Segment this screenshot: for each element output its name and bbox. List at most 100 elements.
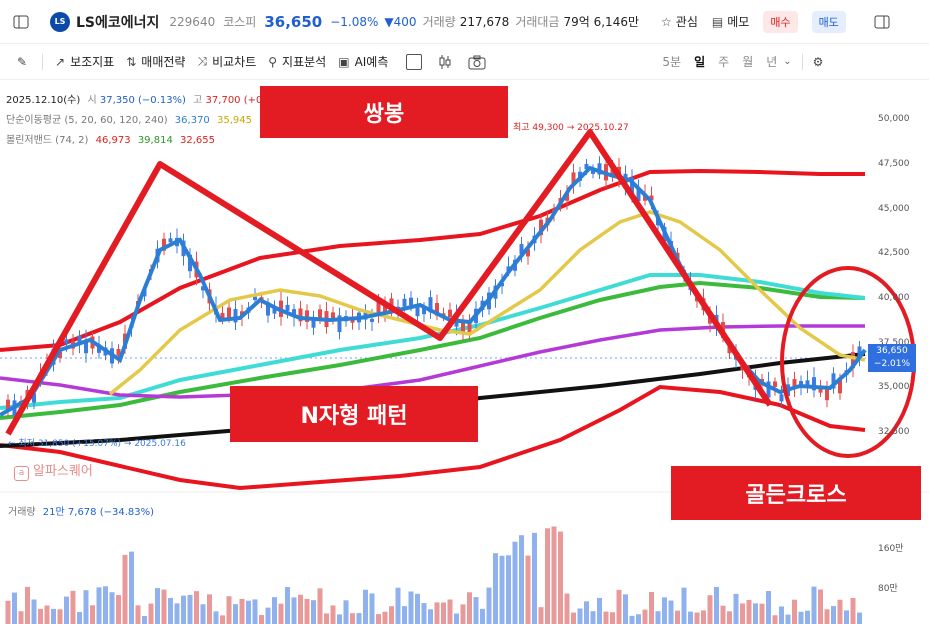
candle-body: [370, 318, 374, 322]
candle-body: [773, 381, 777, 387]
period-year[interactable]: 년: [766, 55, 778, 69]
analysis-button[interactable]: ⚲ 지표분석: [268, 53, 326, 70]
price-tag-percent: −2.01%: [873, 359, 911, 369]
company-logo: LS: [50, 11, 70, 32]
volume-bar: [356, 613, 362, 624]
candle-body: [331, 312, 335, 321]
volume-bar: [623, 594, 628, 624]
pencil-icon[interactable]: ✎: [16, 54, 28, 69]
volume-bar: [616, 589, 622, 624]
candle-body: [825, 387, 829, 401]
panel-toggle-icon[interactable]: [874, 14, 890, 30]
candle-body: [272, 307, 277, 314]
volume-bar: [668, 600, 674, 624]
strategy-button[interactable]: ⇅ 매매전략: [126, 53, 185, 70]
stock-code: 229640: [169, 14, 216, 29]
ma-legend[interactable]: 단순이동평균 (5, 20, 60, 120, 240) 36,370 35,9…: [6, 111, 252, 126]
candle-body: [448, 309, 452, 318]
volume-bar: [421, 603, 427, 624]
bb-legend[interactable]: 볼린저밴드 (74, 2) 46,973 39,814 32,655: [6, 131, 215, 146]
amount-value: 79억 6,146만: [563, 15, 640, 29]
volume-bar: [597, 597, 602, 624]
chevron-down-icon[interactable]: ⌄: [783, 56, 792, 67]
candle-body: [526, 249, 530, 257]
ma-label: 단순이동평균 (5, 20, 60, 120, 240): [6, 115, 168, 126]
volume-bar: [460, 604, 466, 624]
buy-button[interactable]: 매수: [763, 10, 798, 33]
ssangbong-annotation: 쌍봉: [260, 86, 508, 138]
price-tick: 50,000: [878, 114, 910, 124]
volume-bar: [538, 607, 544, 624]
volume-bar: [603, 611, 609, 624]
sidebar-toggle-icon[interactable]: [12, 14, 30, 30]
volume-bar: [18, 611, 24, 624]
volume-bar: [337, 614, 342, 624]
amount-label: 거래대금: [515, 15, 560, 29]
volume-bar: [103, 586, 108, 624]
compare-icon: ⤨: [197, 54, 208, 68]
divider: [42, 53, 43, 70]
volume-bar: [499, 555, 505, 624]
ma120-line: [0, 280, 866, 420]
period-month[interactable]: 월: [742, 55, 754, 69]
volume-bar: [746, 599, 752, 624]
analysis-label: 지표분석: [282, 55, 327, 69]
candle-body: [636, 189, 641, 202]
volume-bar: [844, 610, 849, 624]
volume-bar: [811, 586, 817, 624]
candle-body: [220, 312, 225, 319]
candle-body: [233, 309, 238, 323]
volume-bar: [376, 614, 381, 624]
volume-bar: [311, 600, 316, 624]
volume-bar: [512, 541, 518, 624]
price-tick: 40,000: [878, 293, 910, 303]
volume-bar: [83, 590, 89, 624]
gear-icon[interactable]: ⚙: [812, 54, 824, 69]
legend-date: 2025.12.10(수): [6, 95, 81, 106]
high-value: 37,700 (+0.: [205, 95, 266, 106]
square-icon[interactable]: [406, 53, 423, 70]
volume-bar: [161, 589, 167, 624]
ai-button[interactable]: ▣ AI예측: [338, 53, 388, 70]
candle-body: [376, 299, 381, 316]
volume-bar: [727, 611, 732, 624]
volume-bar: [265, 607, 271, 624]
stock-name[interactable]: LS에코에너지: [76, 14, 160, 31]
camera-icon[interactable]: [468, 54, 486, 70]
volume-bar: [12, 592, 17, 624]
compare-button[interactable]: ⤨ 비교차트: [197, 53, 256, 70]
volume-bar: [642, 609, 648, 624]
indicator-button[interactable]: ↗ 보조지표: [55, 53, 114, 70]
volume-bar: [714, 586, 719, 624]
volume-bar: [532, 532, 537, 624]
candle-body: [461, 320, 465, 335]
volume-bar: [733, 593, 739, 624]
volume-bar: [759, 603, 765, 624]
volume-bar: [116, 595, 121, 624]
watch-label: 관심: [675, 15, 698, 29]
memo-button[interactable]: ▤ 메모: [712, 13, 749, 30]
volume-bar: [38, 609, 43, 624]
volume-bar: [278, 603, 284, 624]
period-day[interactable]: 일: [694, 55, 706, 69]
market-label: 코스피: [223, 15, 257, 29]
candle-body: [838, 377, 842, 394]
volume-label: 거래량: [422, 15, 456, 29]
volume-bar: [408, 591, 414, 624]
period-5min[interactable]: 5분: [662, 55, 682, 69]
period-week[interactable]: 주: [718, 55, 730, 69]
candle-body: [519, 244, 524, 254]
candle-body: [162, 238, 166, 251]
candle-body: [591, 169, 595, 174]
ma20-line: [108, 210, 866, 396]
volume-bar: [486, 587, 492, 624]
watch-button[interactable]: ☆ 관심: [661, 13, 698, 30]
volume-bar: [831, 606, 836, 624]
price-chart[interactable]: [0, 80, 929, 624]
candle-body: [227, 307, 231, 318]
candle-icon[interactable]: [438, 54, 452, 70]
indicator-icon: ↗: [55, 54, 66, 69]
volume-bar: [220, 615, 225, 624]
sell-button[interactable]: 매도: [811, 10, 846, 33]
volume-bar: [493, 553, 498, 624]
